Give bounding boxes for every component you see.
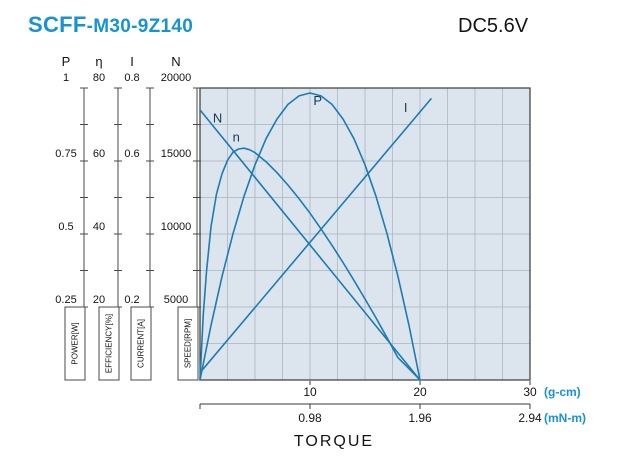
axis-unit-speed: SPEED[RPM] (184, 319, 193, 368)
xtick-mnm-098: 0.98 (298, 411, 322, 425)
curve-label-n: n (233, 129, 240, 144)
tick-current-02: 0.2 (124, 294, 139, 306)
curve-P (199, 92, 421, 381)
xtick-mnm-196: 1.96 (408, 411, 432, 425)
tick-current-06: 0.6 (124, 148, 139, 160)
axis-top-speed: 20000 (161, 72, 192, 84)
axis-unit-current: CURRENT[A] (137, 319, 146, 368)
axis-top-current: 0.8 (124, 72, 139, 84)
curve-n (199, 147, 421, 381)
tick-speed-10000: 10000 (161, 221, 192, 233)
tick-efficiency-20: 20 (93, 294, 105, 306)
xtick-gcm-20: 20 (413, 385, 427, 399)
xtick-gcm-10: 10 (303, 385, 317, 399)
axis-unit-power: POWER[W] (71, 322, 80, 364)
axis-top-power: 1 (63, 72, 69, 84)
axis-symbol-current: I (130, 54, 134, 69)
curve-label-P: P (313, 93, 322, 108)
curve-label-N: N (213, 111, 222, 126)
tick-speed-15000: 15000 (161, 148, 192, 160)
tick-power-025: 0.25 (55, 294, 76, 306)
axis-top-efficiency: 80 (93, 72, 105, 84)
curve-label-I: I (404, 100, 408, 115)
xtick-gcm-30: 30 (523, 385, 537, 399)
primary-axis-ticks (309, 381, 531, 385)
axis-symbol-efficiency: η (95, 54, 102, 69)
curve-I (199, 98, 432, 374)
tick-power-05: 0.5 (58, 221, 73, 233)
axis-ladders (64, 87, 201, 381)
voltage-label: DC5.6V (458, 15, 529, 37)
secondary-scale (199, 403, 531, 409)
title-suffix: -M30-9Z140 (87, 16, 194, 37)
axis-symbol-speed: N (171, 54, 180, 69)
axis-symbol-power: P (62, 54, 71, 69)
tick-power-075: 0.75 (55, 148, 76, 160)
grid (200, 88, 530, 380)
curve-N (199, 109, 421, 381)
tick-speed-5000: 5000 (164, 294, 188, 306)
title-prefix: SCFF (28, 12, 87, 37)
x-axis-title: TORQUE (294, 433, 374, 450)
page-title: SCFF-M30-9Z140 (28, 12, 193, 37)
axis-unit-efficiency: EFFICIENCY[%] (105, 314, 114, 373)
tick-efficiency-40: 40 (93, 221, 105, 233)
tick-efficiency-60: 60 (93, 148, 105, 160)
x-unit-mnm: (mN-m) (544, 411, 586, 425)
xtick-mnm-294: 2.94 (518, 411, 542, 425)
x-unit-gcm: (g-cm) (544, 385, 581, 399)
curves: Nn P I (199, 92, 432, 381)
